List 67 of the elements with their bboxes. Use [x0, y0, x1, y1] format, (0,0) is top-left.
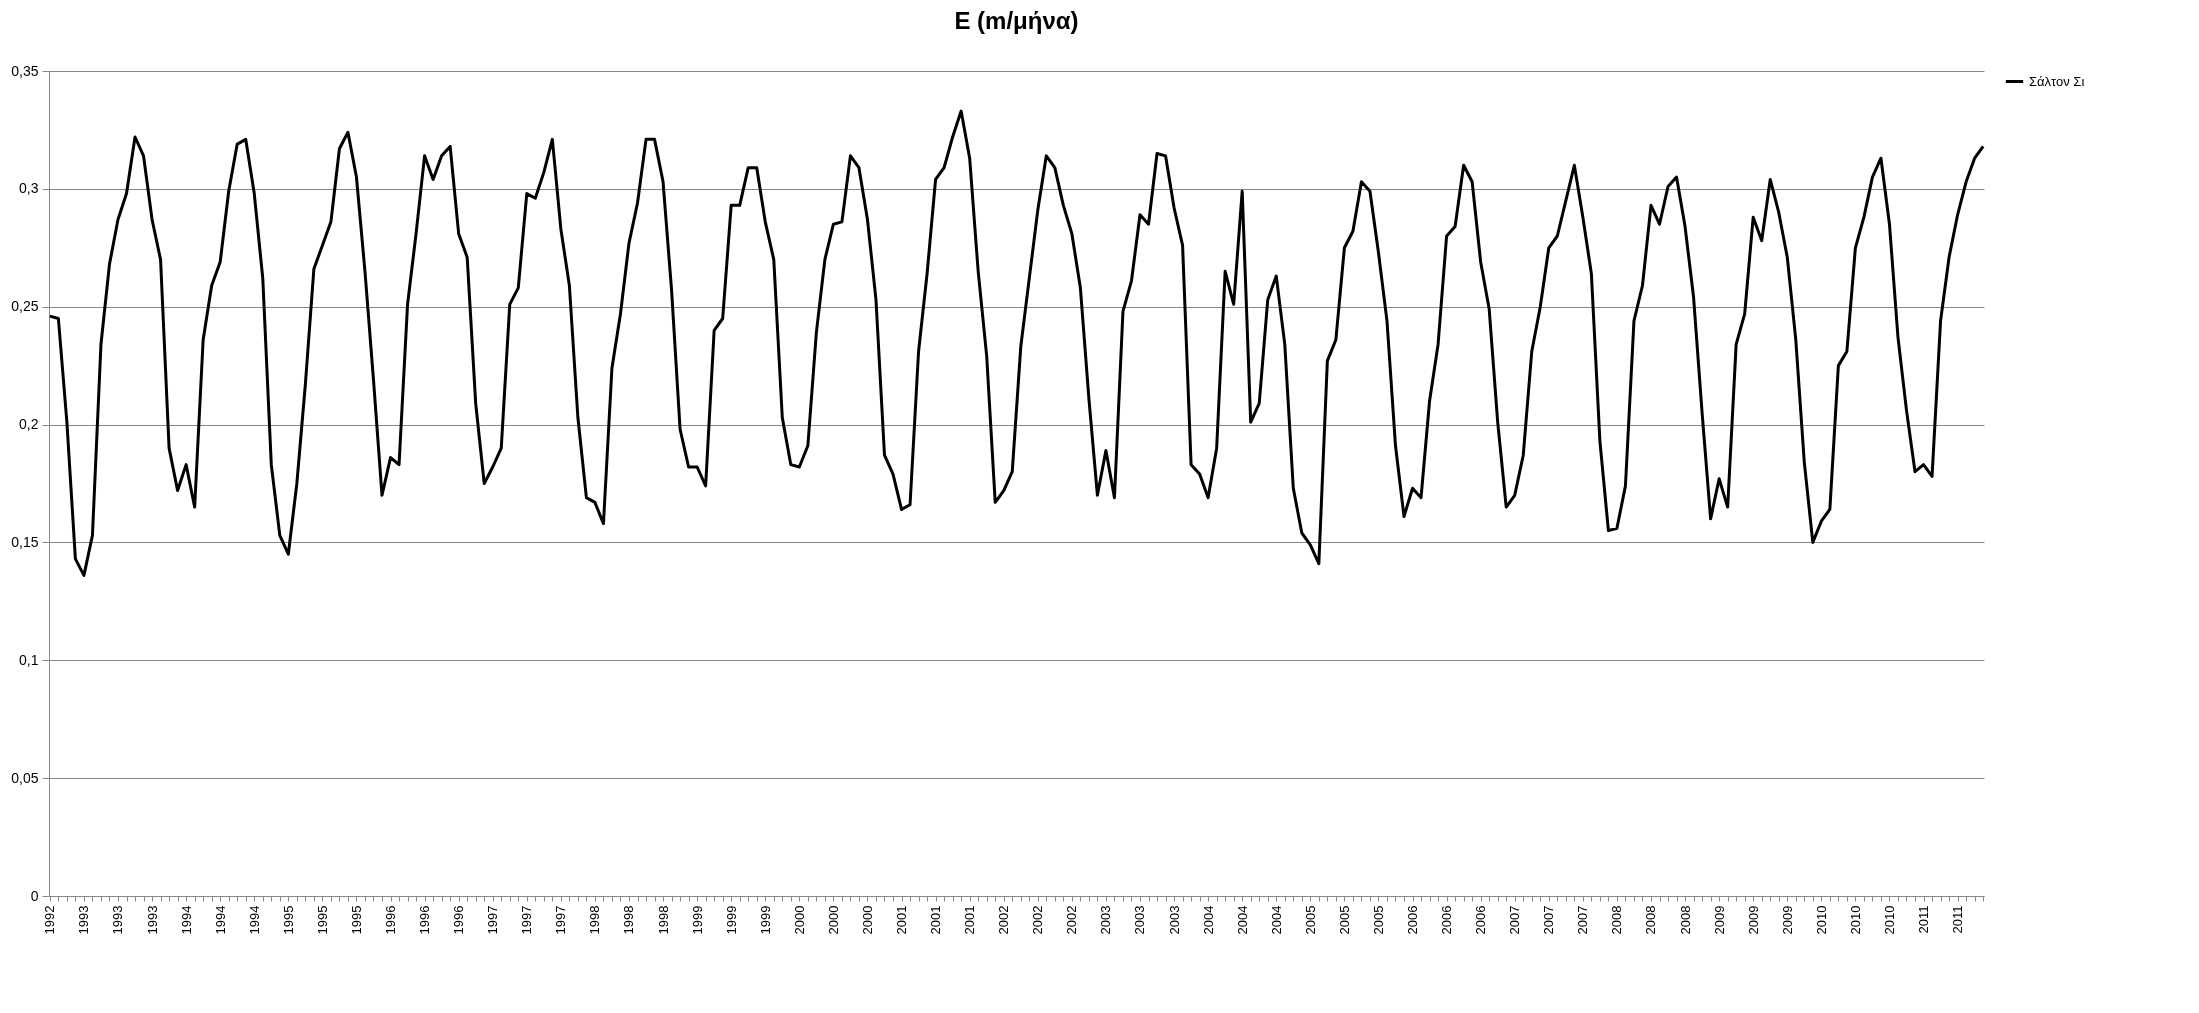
y-tick-label: 0,2	[19, 416, 39, 433]
x-tick-label: 2005	[1302, 905, 1318, 935]
y-tick-label: 0,15	[11, 533, 39, 550]
x-tick-label: 1999	[689, 905, 705, 935]
x-tick-label: 2006	[1405, 905, 1421, 935]
x-tick-label: 2011	[1950, 905, 1966, 934]
y-tick-label: 0	[30, 887, 39, 904]
x-tick-label: 1997	[485, 905, 501, 935]
x-tick-label: 2002	[996, 905, 1012, 935]
x-tick-label: 1998	[587, 905, 603, 935]
x-tick-label: 2002	[1030, 905, 1046, 935]
x-tick-label: 2010	[1813, 905, 1829, 935]
x-tick-label: 1992	[42, 905, 58, 935]
x-tick-label: 2008	[1643, 905, 1659, 935]
x-tick-label: 1994	[246, 905, 262, 935]
x-tick-label: 1995	[348, 905, 364, 935]
x-tick-label: 1995	[314, 905, 330, 935]
x-tick-label: 1999	[723, 905, 739, 935]
x-tick-label: 2000	[859, 905, 875, 935]
x-tick-label: 2006	[1473, 905, 1489, 935]
x-tick-label: 2011	[1916, 905, 1932, 934]
y-tick-label: 0,25	[11, 298, 39, 315]
x-tick-label: 1995	[280, 905, 296, 935]
y-tick-label: 0,1	[19, 651, 39, 668]
x-tick-label: 2001	[894, 905, 910, 935]
x-tick-label: 2004	[1234, 905, 1250, 935]
x-tick-label: 2001	[928, 905, 944, 935]
x-tick-label: 2005	[1336, 905, 1352, 935]
y-tick-label: 0,3	[19, 180, 39, 197]
x-tick-label: 1994	[178, 905, 194, 935]
x-tick-label: 2007	[1507, 905, 1523, 935]
x-tick-label: 1998	[621, 905, 637, 935]
x-tick-label: 2008	[1677, 905, 1693, 935]
chart-title: E (m/μήνα)	[954, 7, 1079, 34]
x-tick-label: 2010	[1847, 905, 1863, 935]
x-tick-label: 1993	[144, 905, 160, 935]
x-tick-label: 1996	[383, 905, 399, 935]
x-tick-label: 2002	[1064, 905, 1080, 935]
x-tick-label: 2001	[962, 905, 978, 935]
x-tick-label: 1999	[757, 905, 773, 935]
x-tick-label: 2007	[1541, 905, 1557, 935]
x-tick-label: 1993	[110, 905, 126, 935]
x-tick-label: 2008	[1609, 905, 1625, 935]
x-tick-label: 1993	[76, 905, 92, 935]
x-tick-label: 2005	[1370, 905, 1386, 935]
x-tick-label: 1994	[212, 905, 228, 935]
x-tick-label: 1996	[451, 905, 467, 935]
x-tick-label: 2003	[1098, 905, 1114, 935]
x-tick-label: 2003	[1166, 905, 1182, 935]
x-tick-label: 2000	[791, 905, 807, 935]
x-tick-label: 1998	[655, 905, 671, 935]
x-tick-label: 2009	[1745, 905, 1761, 935]
y-tick-label: 0,35	[11, 62, 39, 79]
y-tick-label: 0,05	[11, 769, 39, 786]
x-tick-label: 2004	[1200, 905, 1216, 935]
x-tick-label: 1997	[519, 905, 535, 935]
legend-label: Σάλτον Σι	[2029, 73, 2085, 89]
x-tick-label: 2004	[1268, 905, 1284, 935]
x-tick-label: 2000	[825, 905, 841, 935]
x-tick-label: 2006	[1439, 905, 1455, 935]
x-tick-label: 2003	[1132, 905, 1148, 935]
x-tick-label: 2010	[1881, 905, 1897, 935]
x-tick-label: 2007	[1575, 905, 1591, 935]
x-tick-label: 2009	[1779, 905, 1795, 935]
x-tick-label: 1997	[553, 905, 569, 935]
x-tick-label: 1996	[417, 905, 433, 935]
x-tick-label: 2009	[1711, 905, 1727, 935]
